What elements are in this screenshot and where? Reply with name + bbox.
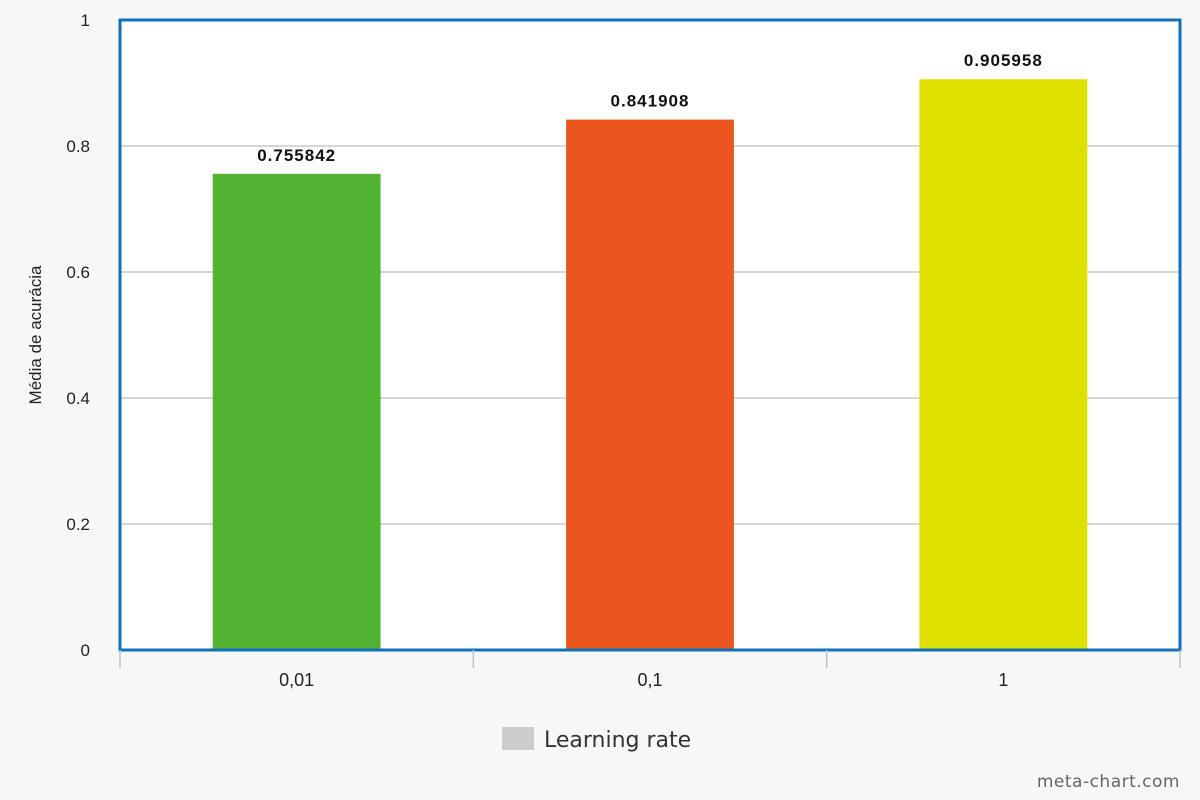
y-tick-label: 0.8	[66, 137, 90, 156]
data-label: 0.755842	[257, 146, 336, 165]
data-label: 0.841908	[611, 92, 690, 111]
bar	[919, 79, 1088, 650]
y-tick-label: 1	[81, 11, 90, 30]
y-tick-label: 0.4	[66, 389, 90, 408]
watermark: meta-chart.com	[1036, 772, 1180, 792]
x-tick-label: 0,1	[637, 670, 662, 690]
data-label: 0.905958	[964, 51, 1043, 70]
y-axis-label: Média de acurácia	[26, 265, 45, 404]
bars	[212, 79, 1088, 651]
y-tick-label: 0	[81, 641, 90, 660]
plot-border	[118, 18, 1182, 652]
x-tick-label: 0,01	[279, 670, 314, 690]
x-tick-label: 1	[998, 670, 1008, 690]
legend[interactable]: Learning rate	[502, 726, 692, 753]
x-axis	[119, 650, 1181, 668]
legend-swatch	[502, 727, 534, 750]
bar	[566, 119, 734, 650]
y-tick-label: 0.6	[66, 263, 90, 282]
bar	[212, 173, 381, 651]
y-axis-tick-labels: 0 0.2 0.4 0.6 0.8 1	[66, 11, 90, 660]
y-tick-label: 0.2	[66, 515, 90, 534]
legend-label: Learning rate	[544, 728, 692, 753]
data-labels: 0.755842 0.841908 0.905958	[257, 51, 1043, 165]
x-axis-tick-labels: 0,01 0,1 1	[279, 670, 1008, 690]
